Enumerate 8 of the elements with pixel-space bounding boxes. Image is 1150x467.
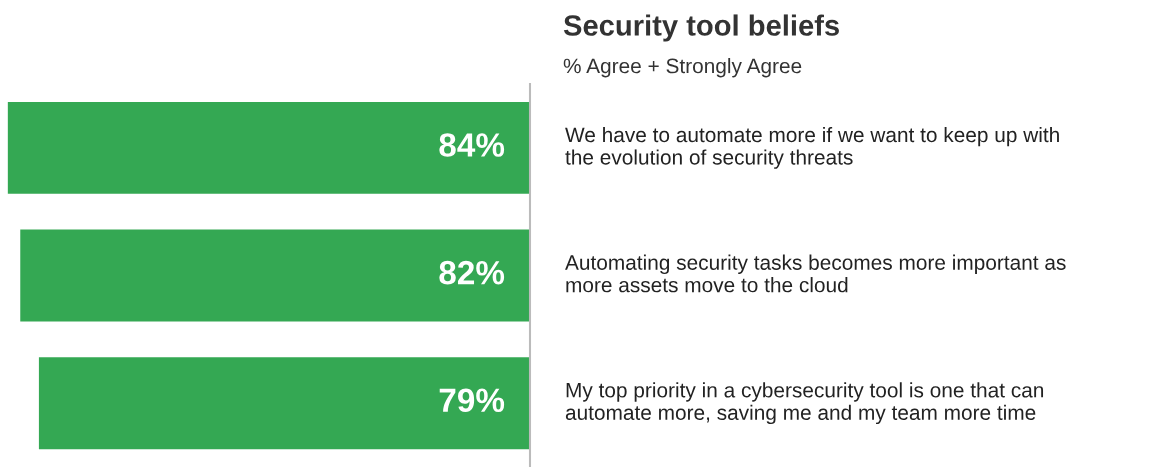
data-label: 79%	[439, 388, 505, 413]
data-label: 82%	[439, 260, 505, 285]
text: % Agree + Strongly Agree	[563, 58, 802, 78]
text: Security tool beliefs	[563, 14, 839, 42]
data-label: 84%	[439, 133, 505, 157]
y-tick-label: Automating security tasks becomes more important as more assets move to the cloud	[565, 254, 1066, 293]
y-tick-label: We have to automate more if we want to keep up with the evolution of security threats	[565, 126, 1059, 169]
y-tick-label: My top priority in a cybersecurity tool is one that can automate more, saving me and my team more time	[565, 382, 1044, 425]
